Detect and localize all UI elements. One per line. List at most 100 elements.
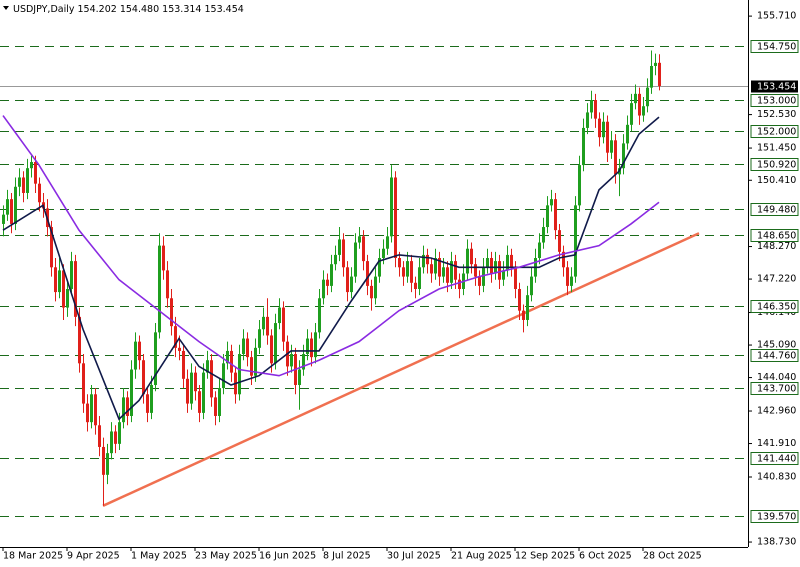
level-label-box — [750, 452, 799, 465]
y-tick-label: 152.530 — [757, 109, 796, 120]
candle-body — [178, 347, 181, 351]
symbol: USDJPY,Daily — [13, 4, 75, 15]
candle-body — [614, 140, 617, 175]
candle-body — [422, 254, 425, 268]
level-label: 150.920 — [757, 160, 796, 171]
candle-body — [26, 168, 29, 193]
candle-body — [530, 276, 533, 296]
candle-body — [358, 236, 361, 243]
x-tick-label: 23 May 2025 — [195, 551, 257, 562]
candle-body — [310, 338, 313, 358]
level-label: 152.000 — [757, 127, 796, 138]
candle-body — [186, 378, 189, 404]
candle-body — [398, 258, 401, 268]
candle-body — [542, 227, 545, 243]
menu-triangle — [3, 6, 9, 10]
candle-body — [86, 403, 89, 423]
candle-body — [118, 422, 121, 444]
candle-body — [550, 199, 553, 206]
candle-body — [410, 261, 413, 283]
candle-body — [246, 338, 249, 358]
axes: 155.710 152.530 151.450 150.410 148.270 147.2… — [2, 11, 799, 562]
candle-body — [442, 267, 445, 277]
level-label: 141.440 — [757, 454, 796, 465]
candle-body — [282, 307, 285, 342]
candle-body — [138, 341, 141, 361]
candle-body — [506, 254, 509, 271]
level-label: 148.650 — [757, 231, 796, 242]
candle-body — [438, 258, 441, 277]
candle-body — [334, 254, 337, 265]
candle-body — [518, 288, 521, 311]
x-tick-label: 8 Jul 2025 — [323, 551, 371, 562]
candle-body — [354, 242, 357, 277]
candle-body — [174, 326, 177, 348]
candle-body — [102, 446, 105, 475]
y-tick-label: 155.710 — [757, 11, 796, 22]
candle-body — [538, 242, 541, 259]
candle-body — [650, 65, 653, 88]
y-tick-label: 148.270 — [757, 241, 796, 252]
candle-body — [322, 279, 325, 299]
candle-body — [450, 261, 453, 283]
level-label-box — [750, 229, 799, 242]
candle-body — [446, 267, 449, 283]
level-label: 144.760 — [757, 351, 796, 362]
level-label-box — [750, 158, 799, 171]
candle-body — [406, 261, 409, 277]
candle-body — [654, 62, 657, 66]
candle-body — [190, 372, 193, 404]
candle-body — [222, 363, 225, 389]
candle-body — [94, 394, 97, 426]
candle-body — [142, 360, 145, 395]
candle-body — [602, 121, 605, 138]
current-price-label: 153.454 — [757, 82, 796, 93]
candle-body — [38, 183, 41, 203]
quote-low: 153.314 — [162, 4, 201, 15]
candle-body — [218, 388, 221, 416]
candle-body — [110, 431, 113, 454]
level-label: 154.750 — [757, 42, 796, 53]
candle-body — [22, 177, 25, 193]
trendline — [102, 232, 700, 507]
candle-body — [314, 332, 317, 358]
candle-body — [382, 248, 385, 259]
candle-body — [270, 335, 273, 364]
candle-body — [346, 267, 349, 293]
candle-body — [638, 93, 641, 116]
plot-area — [0, 46, 748, 517]
candle-body — [78, 316, 81, 364]
candle-body — [574, 205, 577, 277]
candle-body — [554, 199, 557, 231]
candle-body — [54, 267, 57, 293]
candle-body — [526, 295, 529, 320]
level-label: 149.480 — [757, 205, 796, 216]
candle-body — [658, 62, 661, 86]
y-tick-label: 142.960 — [757, 406, 796, 417]
candle-body — [594, 100, 597, 119]
candle-body — [82, 363, 85, 404]
candle-body — [454, 261, 457, 280]
candle-body — [106, 453, 109, 475]
level-label-box — [750, 349, 799, 362]
level-label-box — [750, 510, 799, 523]
candle-body — [202, 372, 205, 413]
candle-body — [122, 397, 125, 423]
candle-body — [606, 121, 609, 153]
candle-body — [546, 205, 549, 228]
candle-body — [590, 100, 593, 113]
y-tick-label: 141.910 — [757, 438, 796, 449]
y-tick-label: 144.040 — [757, 372, 796, 383]
candle-body — [254, 347, 257, 376]
x-tick-label: 30 Jul 2025 — [387, 551, 441, 562]
candle-body — [414, 282, 417, 289]
quote-high: 154.480 — [120, 4, 159, 15]
candle-body — [558, 230, 561, 252]
candle-body — [474, 264, 477, 277]
candle-body — [370, 285, 373, 299]
candle-body — [434, 258, 437, 274]
candle-body — [126, 397, 129, 416]
x-tick-label: 18 Mar 2025 — [3, 551, 63, 562]
candle-body — [134, 341, 137, 370]
level-label-box — [750, 94, 799, 107]
